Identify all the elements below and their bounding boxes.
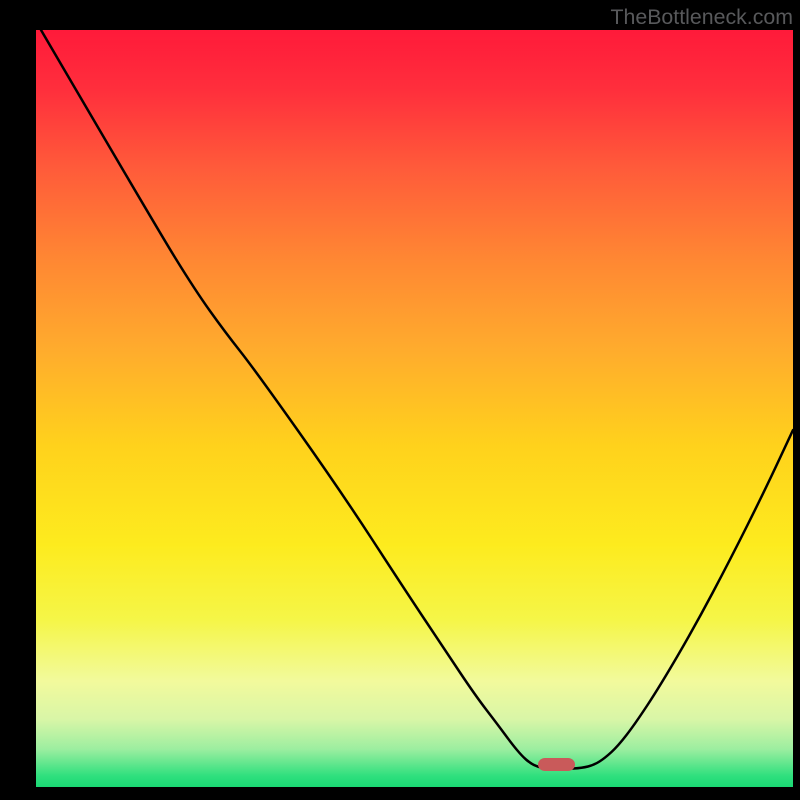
bottleneck-curve	[36, 30, 793, 770]
optimum-marker	[538, 758, 575, 771]
watermark-text: TheBottleneck.com	[610, 5, 793, 30]
plot-area	[36, 30, 793, 770]
chart-canvas: TheBottleneck.com	[0, 0, 800, 800]
